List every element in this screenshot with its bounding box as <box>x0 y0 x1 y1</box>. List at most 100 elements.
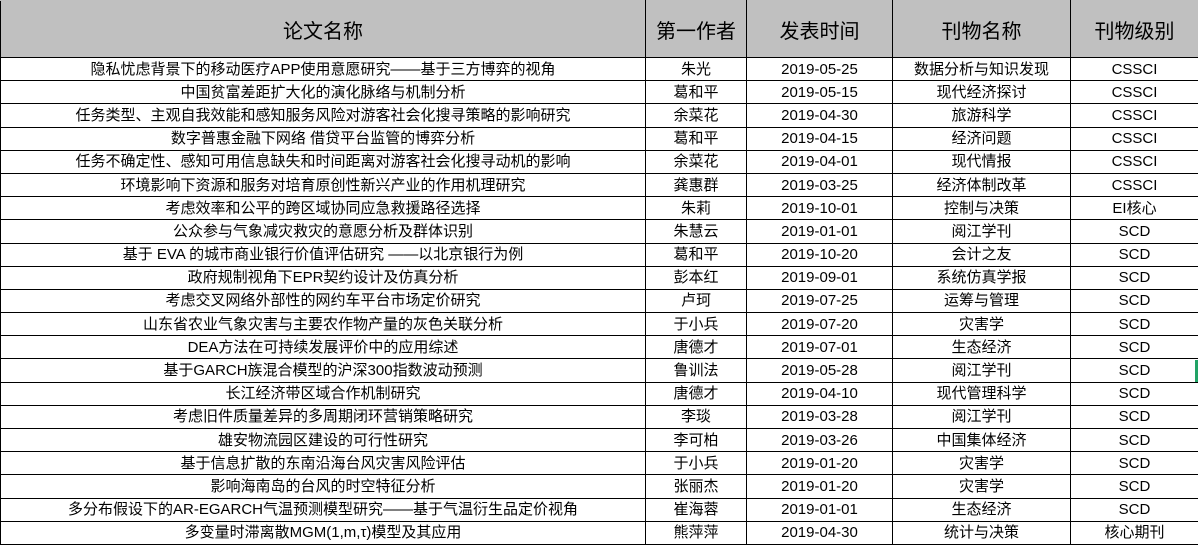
cell-level[interactable]: CSSCI <box>1070 126 1198 151</box>
cell-title[interactable]: 公众参与气象减灾救灾的意愿分析及群体识别 <box>0 219 646 244</box>
cell-journal[interactable]: 经济问题 <box>892 126 1071 151</box>
cell-level[interactable]: SCD <box>1070 265 1198 290</box>
cell-journal[interactable]: 阅江学刊 <box>892 358 1071 383</box>
cell-title[interactable]: 多变量时滞离散MGM(1,m,τ)模型及其应用 <box>0 520 646 545</box>
cell-date[interactable]: 2019-04-30 <box>746 520 893 545</box>
cell-date[interactable]: 2019-10-01 <box>746 196 893 221</box>
cell-date[interactable]: 2019-03-28 <box>746 404 893 430</box>
cell-date[interactable]: 2019-07-01 <box>746 335 893 360</box>
cell-journal[interactable]: 统计与决策 <box>892 520 1071 545</box>
cell-level[interactable]: CSSCI <box>1070 56 1198 82</box>
cell-journal[interactable]: 现代管理科学 <box>892 381 1071 406</box>
cell-author[interactable]: 李琰 <box>645 404 747 430</box>
cell-author[interactable]: 朱光 <box>645 56 747 82</box>
cell-author[interactable]: 余菜花 <box>645 103 747 128</box>
cell-journal[interactable]: 数据分析与知识发现 <box>892 56 1071 82</box>
cell-level[interactable]: SCD <box>1070 242 1198 267</box>
cell-title[interactable]: 长江经济带区域合作机制研究 <box>0 381 646 406</box>
cell-level[interactable]: SCD <box>1070 288 1198 314</box>
cell-title[interactable]: 考虑效率和公平的跨区域协同应急救援路径选择 <box>0 196 646 221</box>
header-level[interactable]: 刊物级别 <box>1070 0 1198 58</box>
cell-date[interactable]: 2019-05-28 <box>746 358 893 383</box>
cell-title[interactable]: 数字普惠金融下网络 借贷平台监管的博弈分析 <box>0 126 646 151</box>
cell-level[interactable]: CSSCI <box>1070 103 1198 128</box>
cell-journal[interactable]: 运筹与管理 <box>892 288 1071 314</box>
cell-author[interactable]: 朱莉 <box>645 196 747 221</box>
cell-level[interactable]: CSSCI <box>1070 172 1198 198</box>
header-date[interactable]: 发表时间 <box>746 0 893 58</box>
cell-title[interactable]: 考虑交叉网络外部性的网约车平台市场定价研究 <box>0 288 646 314</box>
cell-author[interactable]: 葛和平 <box>645 126 747 151</box>
cell-level[interactable]: SCD <box>1070 451 1198 476</box>
cell-journal[interactable]: 现代经济探讨 <box>892 80 1071 105</box>
cell-date[interactable]: 2019-03-25 <box>746 172 893 198</box>
cell-title[interactable]: 山东省农业气象灾害与主要农作物产量的灰色关联分析 <box>0 312 646 337</box>
cell-level[interactable]: SCD <box>1070 335 1198 360</box>
cell-journal[interactable]: 生态经济 <box>892 497 1071 522</box>
cell-level[interactable]: SCD <box>1070 427 1198 453</box>
cell-title[interactable]: 基于 EVA 的城市商业银行价值评估研究 ——以北京银行为例 <box>0 242 646 267</box>
cell-author[interactable]: 崔海蓉 <box>645 497 747 522</box>
cell-title[interactable]: 隐私忧虑背景下的移动医疗APP使用意愿研究——基于三方博弈的视角 <box>0 56 646 82</box>
header-author[interactable]: 第一作者 <box>645 0 747 58</box>
cell-title[interactable]: 多分布假设下的AR-EGARCH气温预测模型研究——基于气温衍生品定价视角 <box>0 497 646 522</box>
cell-date[interactable]: 2019-03-26 <box>746 427 893 453</box>
cell-author[interactable]: 朱慧云 <box>645 219 747 244</box>
header-journal[interactable]: 刊物名称 <box>892 0 1071 58</box>
cell-date[interactable]: 2019-09-01 <box>746 265 893 290</box>
cell-journal[interactable]: 生态经济 <box>892 335 1071 360</box>
cell-date[interactable]: 2019-01-01 <box>746 219 893 244</box>
cell-author[interactable]: 张丽杰 <box>645 474 747 499</box>
cell-title[interactable]: 任务类型、主观自我效能和感知服务风险对游客社会化搜寻策略的影响研究 <box>0 103 646 128</box>
cell-journal[interactable]: 中国集体经济 <box>892 427 1071 453</box>
cell-title[interactable]: 考虑旧件质量差异的多周期闭环营销策略研究 <box>0 404 646 430</box>
cell-level[interactable]: SCD <box>1070 312 1198 337</box>
cell-author[interactable]: 熊萍萍 <box>645 520 747 545</box>
cell-author[interactable]: 葛和平 <box>645 242 747 267</box>
cell-title[interactable]: 雄安物流园区建设的可行性研究 <box>0 427 646 453</box>
cell-title[interactable]: 任务不确定性、感知可用信息缺失和时间距离对游客社会化搜寻动机的影响 <box>0 149 646 174</box>
cell-level[interactable]: SCD <box>1070 219 1198 244</box>
cell-journal[interactable]: 系统仿真学报 <box>892 265 1071 290</box>
cell-author[interactable]: 龚惠群 <box>645 172 747 198</box>
cell-level[interactable]: SCD <box>1070 404 1198 430</box>
cell-date[interactable]: 2019-04-01 <box>746 149 893 174</box>
header-title[interactable]: 论文名称 <box>0 0 646 58</box>
cell-journal[interactable]: 会计之友 <box>892 242 1071 267</box>
cell-level[interactable]: SCD <box>1070 381 1198 406</box>
cell-title[interactable]: 政府规制视角下EPR契约设计及仿真分析 <box>0 265 646 290</box>
cell-journal[interactable]: 旅游科学 <box>892 103 1071 128</box>
cell-date[interactable]: 2019-07-25 <box>746 288 893 314</box>
cell-level[interactable]: 核心期刊 <box>1070 520 1198 545</box>
cell-date[interactable]: 2019-01-01 <box>746 497 893 522</box>
cell-journal[interactable]: 灾害学 <box>892 312 1071 337</box>
cell-date[interactable]: 2019-01-20 <box>746 451 893 476</box>
cell-journal[interactable]: 灾害学 <box>892 474 1071 499</box>
cell-author[interactable]: 卢珂 <box>645 288 747 314</box>
cell-author[interactable]: 于小兵 <box>645 312 747 337</box>
cell-title[interactable]: 环境影响下资源和服务对培育原创性新兴产业的作用机理研究 <box>0 172 646 198</box>
cell-date[interactable]: 2019-07-20 <box>746 312 893 337</box>
cell-title[interactable]: DEA方法在可持续发展评价中的应用综述 <box>0 335 646 360</box>
cell-date[interactable]: 2019-05-25 <box>746 56 893 82</box>
cell-level[interactable]: SCD <box>1070 474 1198 499</box>
cell-author[interactable]: 唐德才 <box>645 381 747 406</box>
cell-date[interactable]: 2019-01-20 <box>746 474 893 499</box>
cell-author[interactable]: 于小兵 <box>645 451 747 476</box>
cell-author[interactable]: 李可柏 <box>645 427 747 453</box>
cell-level[interactable]: SCD <box>1070 497 1198 522</box>
cell-title[interactable]: 影响海南岛的台风的时空特征分析 <box>0 474 646 499</box>
cell-journal[interactable]: 阅江学刊 <box>892 219 1071 244</box>
cell-level[interactable]: SCD <box>1070 358 1198 383</box>
cell-title[interactable]: 基于GARCH族混合模型的沪深300指数波动预测 <box>0 358 646 383</box>
cell-journal[interactable]: 阅江学刊 <box>892 404 1071 430</box>
cell-author[interactable]: 余菜花 <box>645 149 747 174</box>
cell-date[interactable]: 2019-10-20 <box>746 242 893 267</box>
cell-author[interactable]: 葛和平 <box>645 80 747 105</box>
cell-title[interactable]: 中国贫富差距扩大化的演化脉络与机制分析 <box>0 80 646 105</box>
cell-journal[interactable]: 现代情报 <box>892 149 1071 174</box>
cell-date[interactable]: 2019-05-15 <box>746 80 893 105</box>
cell-author[interactable]: 唐德才 <box>645 335 747 360</box>
cell-journal[interactable]: 控制与决策 <box>892 196 1071 221</box>
cell-author[interactable]: 鲁训法 <box>645 358 747 383</box>
